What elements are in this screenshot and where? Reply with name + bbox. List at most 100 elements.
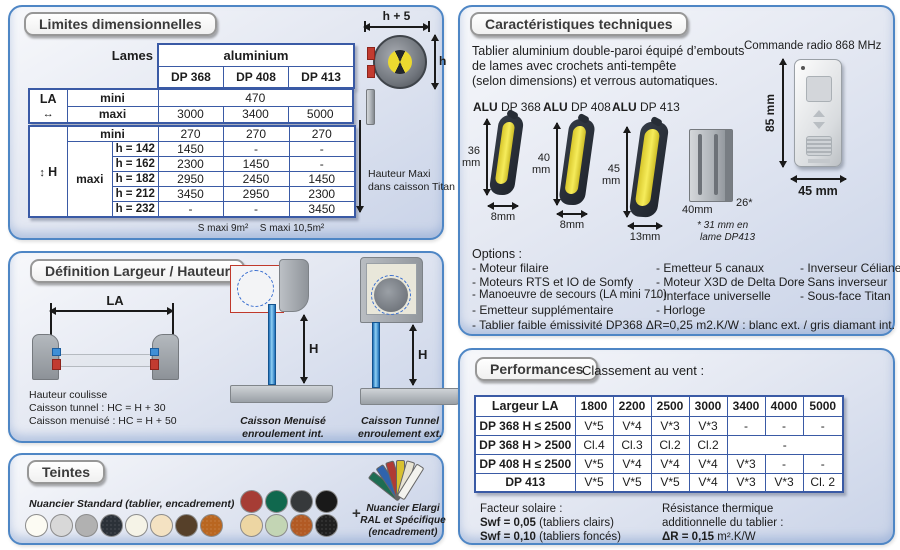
classement-vent-label: Classement au vent : [582, 363, 705, 378]
cell: DP 413 [288, 65, 355, 89]
cell: mini [66, 88, 159, 107]
s-maxi-note-dp413: S maxi 10,5m² [259, 223, 325, 234]
lame-2-width-label: 8mm [559, 219, 585, 231]
cell: DP 408 [222, 65, 290, 89]
cell: DP 413 [474, 472, 576, 493]
cell: Cl. 2 [802, 472, 844, 493]
cell: 2300 [157, 156, 224, 172]
color-swatch [50, 514, 73, 537]
panel-teintes-title: Teintes [27, 460, 105, 484]
option-item: - Interface universelle [656, 289, 771, 303]
color-swatch [75, 514, 98, 537]
cell: - [726, 415, 766, 436]
option-item: - Emetteur supplémentaire [472, 303, 614, 317]
remote-brand-strip [808, 159, 830, 163]
cell: - [802, 415, 844, 436]
option-item: - Horloge [656, 303, 706, 317]
color-swatch [200, 514, 223, 537]
resistance-thermique-value: ΔR = 0,15 m².K/W [662, 531, 756, 543]
panel-limites: Limites dimensionnelles Lames aluminium … [8, 5, 455, 240]
limits-h-table: ↕ H mini 270 270 270 maxi h = 142 1450 -… [28, 125, 356, 218]
cell: 3400 [726, 395, 766, 417]
caisson-tunnel-caption-1: Caisson Tunnel [361, 415, 439, 427]
option-item: - Moteur X3D de Delta Dore [656, 275, 805, 289]
cell: DP 368 [157, 65, 224, 89]
lame-2-height-unit: mm [532, 164, 551, 176]
coulisse-profile-left [32, 334, 59, 380]
cell: 270 [288, 125, 356, 142]
remote-down-icon [813, 122, 825, 129]
color-swatch [265, 490, 288, 513]
option-item: - Sans inverseur [800, 275, 888, 289]
delta-r-unit: m².K/W [714, 531, 756, 543]
clip [367, 47, 375, 60]
cell: maxi [66, 105, 159, 124]
cell: V*5 [650, 472, 690, 493]
cell: 2450 [222, 171, 290, 187]
cell: 5000 [287, 105, 354, 124]
tick [428, 21, 430, 32]
hauteur-maxi-arrow-icon [356, 120, 364, 213]
cell: V*5 [574, 415, 614, 436]
cell: Cl.4 [574, 434, 614, 455]
lame-3-width-label: 13mm [629, 231, 661, 243]
swf-detail: (tabliers clairs) [535, 517, 614, 529]
rail-side-face [725, 130, 732, 201]
clip [367, 65, 375, 78]
color-swatch [100, 514, 123, 537]
cell: 270 [222, 125, 290, 142]
cell: 1450 [222, 156, 290, 172]
roller-shutter-cross-section [373, 35, 427, 89]
panel-performances-title: Performances [475, 357, 599, 381]
delta-r-value: ΔR = 0,15 [662, 531, 715, 543]
color-swatch [25, 514, 48, 537]
hauteur-maxi-note-2: dans caisson Titan [368, 181, 455, 193]
color-swatch [150, 514, 173, 537]
cell: 3000 [688, 395, 728, 417]
h-plus-5-arrow-icon [363, 23, 430, 31]
cell: 2200 [612, 395, 652, 417]
lame-profile-dp413 [628, 115, 670, 218]
options-footnote: - Tablier faible émissivité DP368 ΔR=0,2… [472, 318, 895, 332]
color-swatch [265, 514, 288, 537]
remote-height-arrow-icon [779, 58, 787, 168]
roller-axle-icon [388, 50, 412, 74]
coulisse-note-2: Caisson tunnel : HC = H + 30 [29, 402, 166, 414]
remote-led-icon [801, 66, 805, 70]
panel-caracteristiques-title: Caractéristiques techniques [470, 12, 688, 36]
lame-2-height-arrow-icon [553, 122, 561, 206]
tick [50, 303, 52, 337]
lame-brand: ALU [612, 100, 637, 114]
remote-label: Commande radio 868 MHz [744, 40, 882, 52]
tablier-bar [372, 322, 380, 388]
lame-brand: ALU [473, 100, 498, 114]
lame-1-height-unit: mm [462, 157, 481, 169]
lintel-block [279, 259, 309, 312]
tick [172, 303, 174, 337]
remote-up-icon [813, 110, 825, 117]
intro-line-2: de lames avec crochets anti-tempête [472, 59, 677, 73]
lame-1-height-value: 36 [467, 145, 480, 157]
option-item: - Moteur filaire [472, 261, 549, 275]
double-arrow-vertical-icon: ↕ [39, 166, 45, 179]
cell: - [802, 453, 844, 474]
cell: 2950 [222, 186, 290, 202]
cell: - [764, 415, 804, 436]
lame-2-height-value: 40 [537, 152, 550, 164]
cell: 1450 [288, 171, 356, 187]
lame-3-width-arrow-icon [627, 222, 663, 230]
clip [150, 348, 159, 356]
double-arrow-horizontal-icon: ↔ [42, 108, 54, 120]
cell: h = 162 [112, 156, 159, 172]
nuancier-elargi-line-2: RAL et Spécifique [360, 515, 446, 526]
lame-1-width-label: 8mm [490, 211, 516, 223]
cell: V*5 [612, 472, 652, 493]
option-item: - Emetteur 5 canaux [656, 261, 765, 275]
cell: Cl.2 [650, 434, 690, 455]
enroulement-circle-icon [371, 275, 411, 315]
cell: - [222, 201, 290, 218]
panel-limites-title: Limites dimensionnelles [24, 12, 217, 36]
resistance-thermique-line-1: Résistance thermique [662, 503, 774, 515]
cell: 1450 [157, 141, 224, 157]
intro-line-3: (selon dimensions) et verrous automatiqu… [472, 74, 718, 88]
